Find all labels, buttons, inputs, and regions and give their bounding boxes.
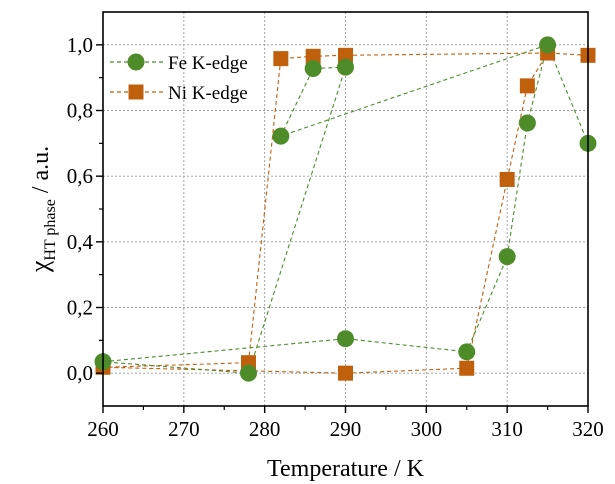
y-axis-subscript: HT phase [42, 199, 59, 260]
fe-marker [304, 59, 322, 77]
ni-marker [273, 51, 289, 67]
legend-fe-marker [127, 53, 145, 71]
ni-marker [338, 365, 353, 381]
y-tick-label: 0,8 [67, 99, 93, 123]
y-axis-suffix: / a.u. [28, 146, 54, 199]
fe-marker [337, 58, 354, 76]
fe-marker [272, 127, 290, 145]
ni-marker [499, 171, 515, 187]
y-tick-label: 0,0 [67, 361, 93, 385]
ni-marker [338, 47, 353, 63]
x-tick-label: 320 [572, 417, 604, 441]
legend-item-ni: Ni K-edge [110, 83, 248, 104]
y-tick-label: 0,2 [67, 296, 93, 320]
fe-marker [539, 36, 557, 54]
legend-fe-label: Fe K-edge [168, 53, 248, 74]
fe-marker [518, 114, 536, 132]
y-tick-label: 1,0 [67, 33, 93, 57]
y-axis-title: χHT phase / a.u. [25, 146, 59, 273]
ni-marker [459, 360, 475, 376]
ni-marker [305, 48, 321, 64]
x-tick-label: 260 [87, 417, 119, 441]
legend-ni-marker [128, 84, 144, 100]
y-tick-label: 0,6 [67, 164, 93, 188]
legend-ni-label: Ni K-edge [168, 83, 248, 104]
grid-lines [103, 12, 588, 406]
x-tick-label: 280 [249, 417, 281, 441]
x-tick-label: 300 [411, 417, 443, 441]
data-markers [94, 36, 597, 382]
fe-series-line [102, 43, 549, 374]
x-tick-label: 270 [168, 417, 200, 441]
x-tick-label: 290 [330, 417, 362, 441]
y-tick-label: 0,4 [67, 230, 94, 254]
tick-labels: 260 270 280 290 300 310 320 0,0 0,2 0,4 0,6 0,8 1,0 [67, 33, 604, 441]
x-tick-label: 310 [491, 417, 523, 441]
ni-marker [519, 78, 535, 94]
ni-series-line [102, 52, 589, 374]
legend-item-fe: Fe K-edge [110, 53, 248, 74]
y-axis-symbol: χ [25, 260, 54, 273]
fe-marker [337, 330, 354, 348]
fe-marker [498, 248, 516, 266]
fe-marker [240, 364, 257, 382]
series-lines [102, 43, 589, 374]
fe-series-tail [547, 44, 589, 144]
axis-ticks [96, 44, 589, 413]
legend: Fe K-edge Ni K-edge [110, 53, 248, 104]
x-axis-title: Temperature / K [267, 456, 425, 482]
fe-marker [458, 343, 476, 361]
